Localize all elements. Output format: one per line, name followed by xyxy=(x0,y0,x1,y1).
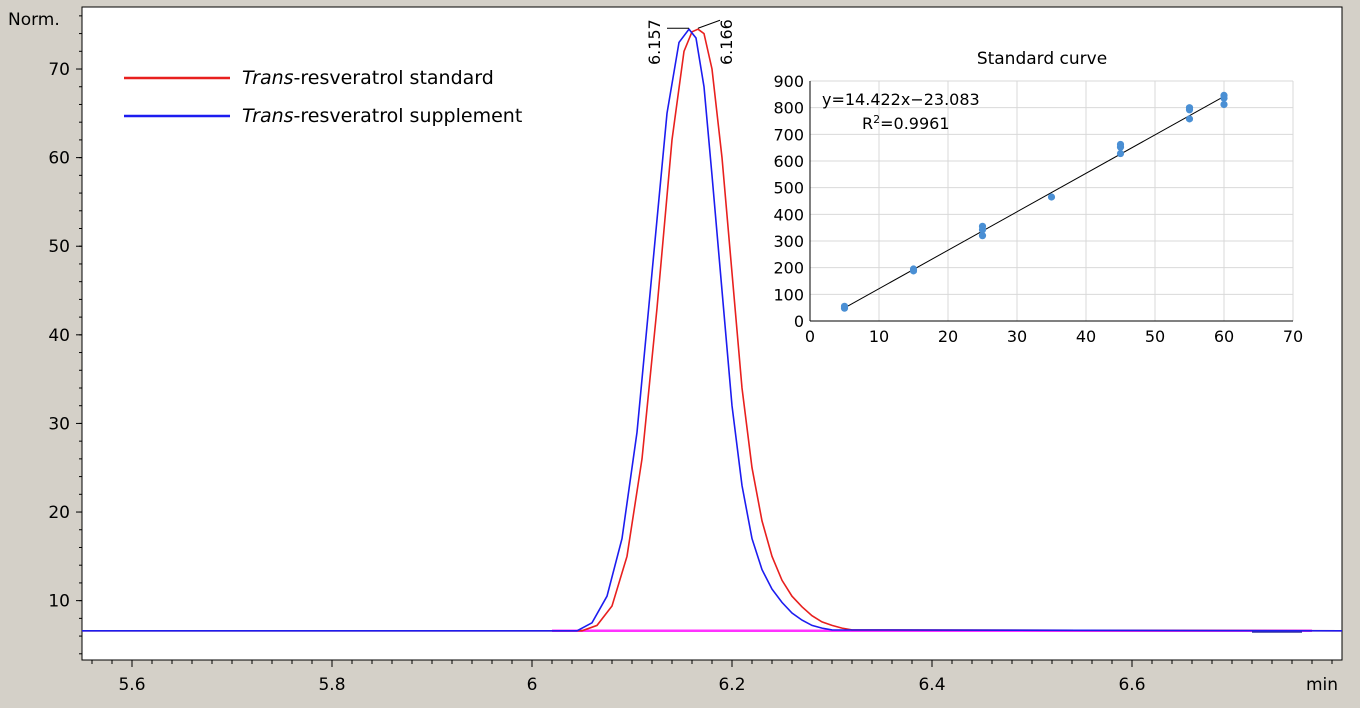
data-point xyxy=(1220,100,1228,109)
inset-y-tick-label: 600 xyxy=(773,152,804,171)
inset-x-tick-label: 50 xyxy=(1145,327,1165,346)
peak-label: 6.166 xyxy=(717,19,736,65)
inset-y-tick-label: 100 xyxy=(773,285,804,304)
inset-y-tick-label: 900 xyxy=(773,72,804,91)
y-axis-label: Norm. xyxy=(8,10,60,30)
y-tick-label: 50 xyxy=(48,237,70,257)
data-point xyxy=(1185,104,1194,112)
inset-x-tick-label: 30 xyxy=(1007,327,1027,346)
y-tick-label: 10 xyxy=(48,592,70,612)
inset-y-tick-label: 400 xyxy=(773,205,804,224)
x-tick-label: 5.8 xyxy=(318,675,345,695)
data-point xyxy=(978,222,987,230)
y-tick-label: 30 xyxy=(48,414,70,434)
x-tick-label: 6.2 xyxy=(718,675,745,695)
data-point xyxy=(909,265,918,273)
inset-x-tick-label: 40 xyxy=(1076,327,1096,346)
legend-label-standard: Trans-resveratrol standard xyxy=(242,67,494,89)
data-point xyxy=(1047,193,1056,201)
fit-line xyxy=(844,95,1225,309)
y-tick-label: 40 xyxy=(48,326,70,346)
inset-y-tick-label: 0 xyxy=(794,312,804,331)
y-tick-label: 70 xyxy=(48,60,70,80)
inset-chart: Standard curve 0 10 20 30 40 50 60 700100200300… xyxy=(773,49,1303,346)
series-standard-line xyxy=(82,28,1343,632)
inset-y-tick-label: 500 xyxy=(773,179,804,198)
y-tick-label: 60 xyxy=(48,149,70,169)
inset-x-tick-label: 10 xyxy=(869,327,889,346)
data-point xyxy=(840,302,849,310)
data-point xyxy=(1185,115,1194,123)
x-tick-label: 6 xyxy=(527,675,538,695)
x-tick-label: 6.4 xyxy=(918,675,945,695)
legend: Trans-resveratrol standard Trans-resvera… xyxy=(124,67,522,127)
fit-equation: y=14.422x−23.083 xyxy=(822,90,980,109)
inset-y-tick-label: 700 xyxy=(773,125,804,144)
series-supplement-line xyxy=(82,27,1343,632)
x-axis-label: min xyxy=(1306,675,1338,695)
inset-title: Standard curve xyxy=(977,49,1107,69)
plot-area xyxy=(81,6,1343,661)
inset-x-tick-label: 60 xyxy=(1214,327,1234,346)
data-point xyxy=(1116,140,1125,149)
inset-x-tick-label: 0 xyxy=(805,327,815,346)
x-tick-label: 5.6 xyxy=(118,675,145,695)
y-tick-label: 20 xyxy=(48,503,70,523)
inset-x-tick-label: 20 xyxy=(938,327,958,346)
data-point xyxy=(1116,149,1125,158)
x-tick-label: 6.6 xyxy=(1118,675,1145,695)
legend-label-supplement: Trans-resveratrol supplement xyxy=(242,105,522,127)
inset-y-tick-label: 800 xyxy=(773,99,804,118)
data-point xyxy=(978,232,987,240)
peak-leader-line xyxy=(697,19,721,29)
r-squared: R2=0.9961 xyxy=(862,113,950,133)
inset-y-tick-label: 300 xyxy=(773,232,804,251)
peak-label: 6.157 xyxy=(645,19,664,65)
inset-y-tick-label: 200 xyxy=(773,259,804,278)
data-point xyxy=(1220,91,1228,99)
inset-x-tick-label: 70 xyxy=(1283,327,1303,346)
